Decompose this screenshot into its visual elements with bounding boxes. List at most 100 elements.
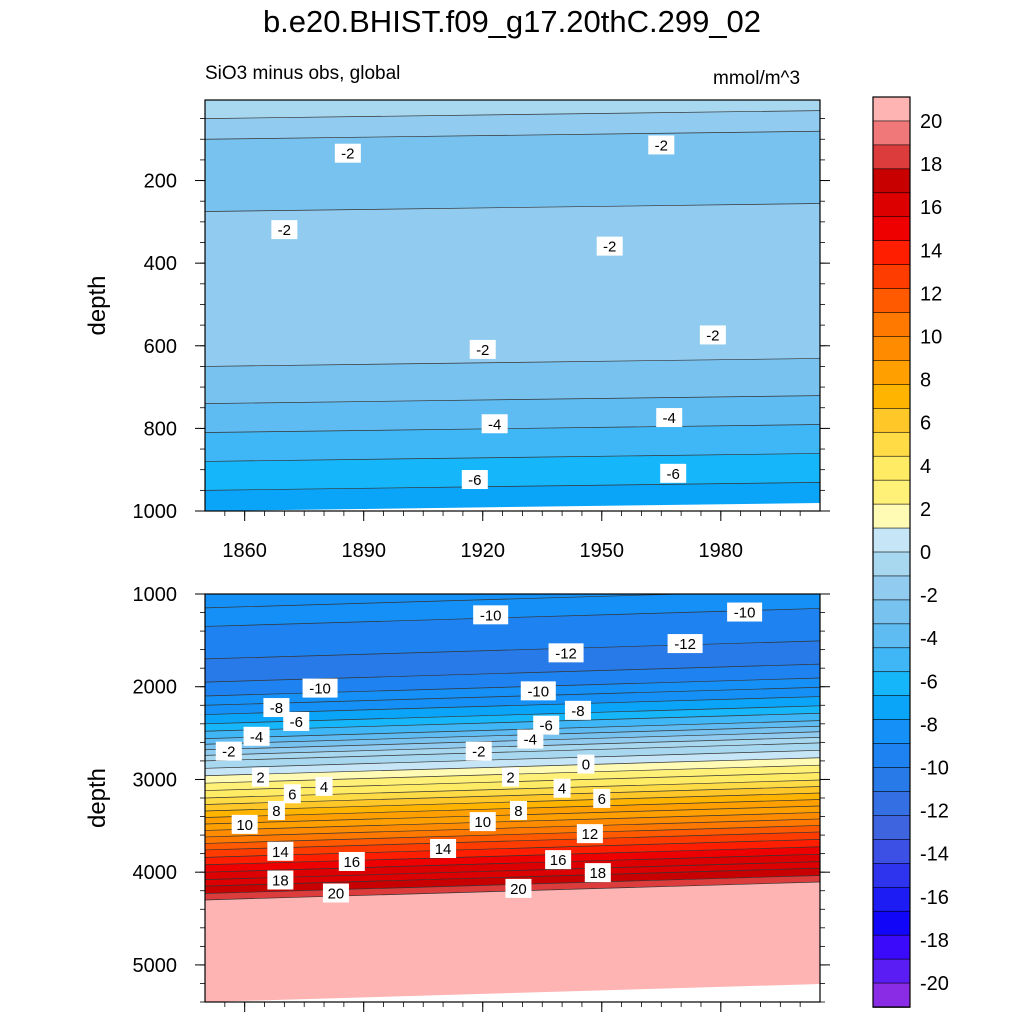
colorbar-swatch: [872, 647, 911, 673]
contour-label: 20: [322, 883, 349, 903]
colorbar-label: -16: [920, 887, 949, 909]
svg-text:-2: -2: [603, 239, 616, 256]
colorbar-swatch: [872, 264, 911, 290]
contour-band: [205, 358, 820, 404]
contour-label: -6: [660, 463, 687, 483]
contour-line: [205, 779, 820, 799]
contour-line: [205, 725, 820, 745]
contour-label: 8: [509, 800, 527, 820]
svg-text:-2: -2: [476, 342, 489, 359]
colorbar-swatch: [872, 192, 911, 218]
y-tick-label: 3000: [133, 769, 178, 791]
y-tick-label: 4000: [133, 862, 178, 884]
svg-text:8: 8: [514, 803, 522, 820]
svg-text:18: 18: [272, 873, 289, 890]
y-tick-label: 1000: [133, 501, 178, 523]
y-tick-label: 200: [144, 171, 177, 193]
contour-label: -4: [243, 726, 270, 746]
contour-label: 14: [430, 839, 457, 858]
lower-panel: -10 -10-12-12-10 -10-8 -8-6 -6-4 -4-2 -22 206 4 4…: [84, 584, 830, 1012]
colorbar-label: 0: [920, 542, 931, 564]
y-axis-label: depth: [84, 275, 111, 335]
contour-label: 6: [593, 788, 611, 808]
x-tick-label: 1890: [341, 540, 386, 562]
x-tick-label: 1920: [460, 540, 505, 562]
contour-label: -2: [648, 135, 675, 155]
contour-line: [205, 838, 820, 858]
colorbar-label: -18: [920, 930, 949, 952]
svg-text:2: 2: [256, 770, 264, 787]
colorbar-swatch: [872, 551, 911, 577]
colorbar-swatch: [872, 815, 911, 841]
contour-line: [205, 749, 820, 769]
colorbar-label: -14: [920, 844, 949, 866]
svg-text:-6: -6: [290, 714, 303, 731]
contour-line: [205, 867, 820, 887]
svg-text:-4: -4: [488, 416, 501, 433]
svg-text:-8: -8: [270, 700, 283, 717]
colorbar-swatch: [872, 503, 911, 529]
colorbar-swatch: [872, 144, 911, 170]
colorbar-swatch: [872, 982, 911, 1008]
svg-text:-4: -4: [250, 729, 263, 746]
y-tick-label: 400: [144, 253, 177, 275]
contour-label: 14: [267, 841, 294, 861]
colorbar-swatch: [872, 767, 911, 793]
contour-band: [205, 594, 820, 627]
contour-label: 2: [252, 767, 270, 787]
colorbar-swatch: [872, 216, 911, 242]
colorbar-label: -10: [920, 758, 949, 780]
contour-label: -2: [271, 220, 298, 240]
colorbar: 20181614121086420-2-4-6-8-10-12-14-16-18…: [872, 96, 949, 1008]
contour-line: [205, 203, 820, 212]
contour-line: [205, 720, 820, 740]
contour-band: [205, 750, 820, 776]
svg-text:16: 16: [343, 854, 360, 871]
x-tick-label: 1860: [222, 540, 267, 562]
contour-band: [205, 203, 820, 367]
contour-label: 2: [502, 767, 520, 787]
contour-line: [205, 481, 820, 491]
contour-band: [205, 713, 820, 739]
contour-band: [205, 854, 820, 880]
svg-text:-6: -6: [667, 466, 680, 483]
contour-band: [205, 831, 820, 858]
svg-text:6: 6: [288, 786, 296, 803]
contour-line: [205, 846, 820, 866]
contour-label: 18: [584, 863, 611, 883]
contour-line: [205, 358, 820, 367]
contour-line: [205, 825, 820, 844]
upper-panel: -2 -2 -2 -2 -2 -2 -4 -4 -6 -6 200 400 600 800 1000 1860…: [84, 99, 830, 562]
colorbar-swatch: [872, 886, 911, 913]
svg-text:18: 18: [589, 865, 606, 882]
svg-text:-12: -12: [674, 636, 696, 653]
contour-band: [205, 640, 820, 683]
contour-label: 12: [576, 824, 603, 844]
colorbar-label: 14: [920, 240, 942, 262]
svg-text:4: 4: [558, 781, 566, 798]
contour-label: 6: [283, 784, 301, 804]
svg-text:-6: -6: [468, 472, 481, 489]
colorbar-swatch: [872, 910, 911, 936]
contour-label: -4: [656, 408, 683, 428]
contour-label: -4: [481, 414, 508, 434]
contour-line: [205, 861, 820, 880]
plot-frame: [204, 99, 821, 512]
contour-label: 10: [469, 812, 496, 832]
colorbar-swatch: [872, 408, 911, 434]
colorbar-label: 18: [920, 154, 942, 176]
svg-text:20: 20: [510, 881, 527, 898]
contour-line: [205, 757, 820, 777]
contour-line: [205, 731, 820, 751]
colorbar-label: 10: [920, 326, 942, 348]
svg-text:16: 16: [550, 852, 567, 869]
y-tick-label: 5000: [133, 955, 178, 977]
colorbar-swatch: [872, 288, 911, 314]
colorbar-label: 8: [920, 370, 931, 392]
contour-label: -2: [334, 143, 361, 163]
units-label: mmol/m^3: [713, 68, 801, 89]
contour-label: 0: [577, 754, 595, 774]
svg-text:14: 14: [272, 844, 289, 861]
contour-label: -10: [473, 605, 509, 625]
x-tick-label: 1950: [580, 540, 625, 562]
